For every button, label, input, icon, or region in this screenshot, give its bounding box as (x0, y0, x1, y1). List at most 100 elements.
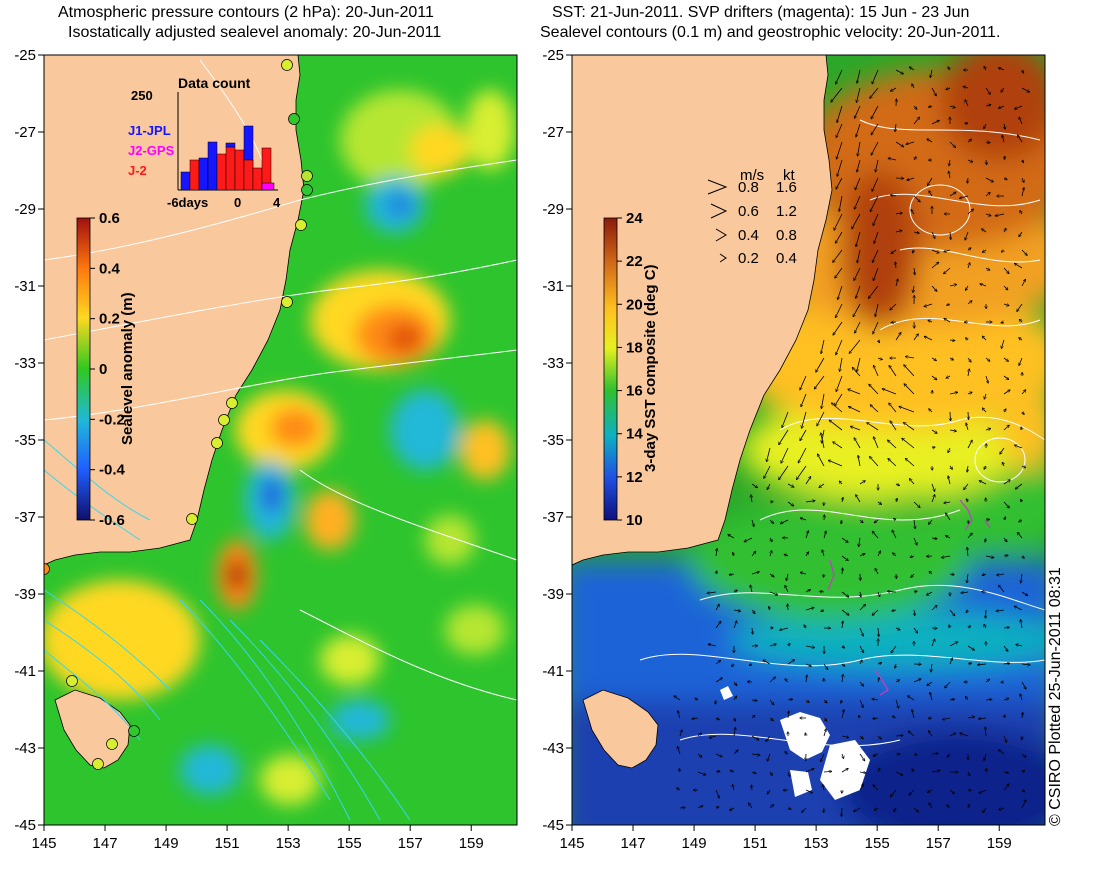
velocity-arrow (819, 483, 825, 487)
velocity-arrow (837, 159, 843, 176)
velocity-arrow (1003, 357, 1008, 361)
velocity-arrow (857, 249, 861, 263)
velocity-arrow (800, 375, 807, 390)
velocity-arrow (927, 591, 933, 595)
velocity-arrow (949, 733, 956, 737)
velocity-arrow (782, 411, 789, 428)
velocity-arrow (734, 728, 735, 737)
velocity-arrow (1021, 188, 1024, 197)
velocity-arrow (780, 519, 789, 524)
velocity-arrow (943, 718, 951, 720)
velocity-arrow (872, 69, 879, 84)
velocity-arrow (821, 339, 825, 354)
velocity-arrow (859, 481, 865, 485)
velocity-arrow (707, 592, 717, 593)
velocity-arrow (1003, 390, 1010, 395)
velocity-arrow (787, 699, 793, 700)
velocity-arrow (891, 322, 897, 323)
velocity-arrow (842, 807, 843, 816)
velocity-arrow (895, 663, 896, 668)
velocity-arrow (868, 285, 879, 298)
velocity-legend-kt-1: 1.2 (776, 203, 797, 220)
velocity-arrow (832, 403, 843, 413)
velocity-arrow (912, 84, 914, 89)
velocity-arrow (798, 447, 807, 463)
velocity-arrow (874, 519, 879, 523)
velocity-arrow (899, 407, 915, 413)
right-lat-label: -33 (542, 355, 564, 372)
velocity-arrow (842, 753, 844, 758)
velocity-arrow (733, 621, 737, 629)
velocity-arrow (780, 627, 789, 630)
velocity-legend-ms-1: 0.6 (738, 203, 759, 220)
velocity-arrow (805, 646, 815, 648)
right-lat-label: -31 (542, 278, 564, 295)
velocity-arrow (949, 625, 950, 629)
sealevel-contours (639, 119, 1045, 747)
velocity-arrow (985, 214, 991, 216)
velocity-arrow (928, 789, 933, 792)
velocity-arrow (913, 232, 919, 233)
velocity-arrow (967, 209, 973, 215)
velocity-arrow (787, 501, 794, 506)
velocity-arrow (895, 735, 903, 736)
velocity-arrow (750, 585, 752, 593)
velocity-arrow (877, 551, 881, 557)
velocity-arrow (856, 495, 861, 503)
velocity-arrow (836, 375, 843, 391)
velocity-arrow (855, 177, 861, 190)
velocity-arrow (891, 87, 897, 91)
velocity-legend-glyph-0 (707, 179, 728, 195)
velocity-arrow (1000, 447, 1005, 454)
geostrophic-velocity-arrows (674, 67, 1030, 817)
velocity-arrow (931, 87, 936, 96)
velocity-arrow (716, 807, 719, 808)
velocity-arrow (1003, 555, 1008, 556)
velocity-arrow (968, 519, 969, 524)
velocity-arrow (964, 483, 969, 490)
sst-field (572, 55, 1045, 825)
velocity-arrow (786, 573, 788, 581)
velocity-arrow (858, 141, 861, 156)
velocity-arrow (769, 519, 774, 523)
velocity-arrow (1018, 135, 1023, 143)
velocity-arrow (716, 549, 717, 557)
velocity-arrow (967, 573, 968, 583)
velocity-arrow (784, 554, 789, 556)
velocity-arrow (980, 284, 987, 287)
velocity-arrow (766, 735, 771, 741)
velocity-arrow (859, 519, 863, 523)
velocity-arrow (909, 67, 915, 71)
velocity-arrow (859, 645, 864, 653)
velocity-arrow (805, 769, 814, 773)
velocity-arrow (950, 465, 952, 469)
velocity-arrow (1003, 735, 1007, 742)
velocity-arrow (764, 465, 771, 478)
velocity-arrow (1001, 339, 1005, 348)
data-count-bars (180, 125, 275, 191)
velocity-arrow (913, 679, 921, 683)
velocity-arrow (1019, 338, 1023, 340)
velocity-arrow (913, 807, 918, 812)
velocity-arrow (984, 465, 986, 469)
velocity-arrow (848, 389, 861, 395)
velocity-arrow (678, 747, 681, 755)
velocity-arrow (871, 123, 879, 135)
velocity-arrow (888, 591, 897, 592)
velocity-arrow (927, 139, 933, 143)
left-lat-label: -33 (14, 355, 36, 372)
velocity-arrow (849, 339, 861, 353)
velocity-arrow (877, 735, 881, 739)
velocity-arrow (1003, 480, 1010, 485)
velocity-arrow (820, 591, 825, 592)
velocity-legend-ms-2: 0.4 (738, 227, 759, 244)
velocity-arrow (1003, 267, 1009, 274)
velocity-arrow (967, 440, 972, 449)
velocity-arrow (949, 642, 958, 647)
velocity-arrow (996, 610, 1005, 611)
velocity-arrow (823, 729, 826, 737)
velocity-arrow (929, 191, 933, 197)
velocity-arrow (949, 609, 955, 616)
velocity-arrow (730, 807, 735, 810)
velocity-arrow (966, 338, 969, 340)
